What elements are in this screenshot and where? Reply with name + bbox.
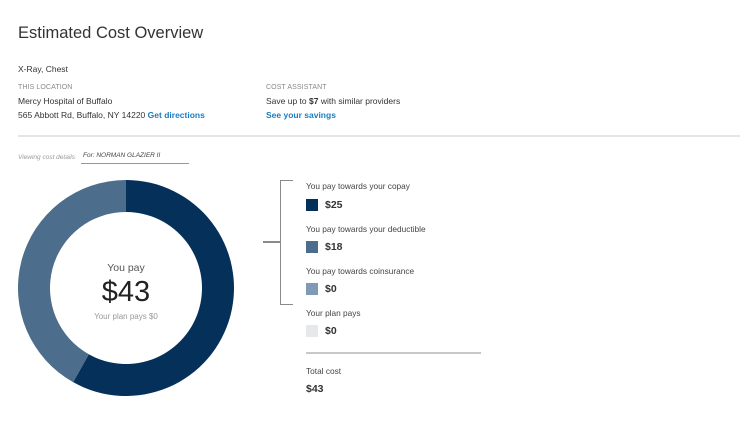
legend-swatch-deductible — [306, 241, 318, 253]
cost-donut-chart — [17, 180, 235, 396]
legend-label-deductible: You pay towards your deductible — [306, 224, 426, 234]
legend-value-deductible: $18 — [325, 241, 343, 253]
savings-text-prefix: Save up to — [266, 96, 307, 106]
donut-center-sublabel: Your plan pays $0 — [94, 312, 158, 321]
total-cost-label: Total cost — [306, 366, 342, 376]
location-name: Mercy Hospital of Buffalo — [18, 96, 113, 106]
see-your-savings-link[interactable]: See your savings — [266, 110, 336, 120]
procedure-name: X-Ray, Chest — [18, 64, 68, 74]
legend-value-copay: $25 — [325, 199, 343, 211]
legend-divider — [306, 352, 481, 354]
donut-center-label: You pay — [107, 262, 145, 274]
legend-swatch-plan — [306, 325, 318, 337]
donut-segment-deductible — [17, 180, 127, 383]
legend-label-copay: You pay towards your copay — [306, 181, 410, 191]
legend-label-plan: Your plan pays — [306, 308, 361, 318]
you-pay-bracket — [280, 180, 293, 305]
donut-segment-copay — [73, 180, 235, 396]
total-cost-value: $43 — [306, 383, 324, 395]
savings-text-suffix: with similar providers — [320, 96, 401, 106]
section-divider — [18, 135, 740, 137]
location-label: THIS LOCATION — [18, 84, 73, 91]
legend-swatch-coinsurance — [306, 283, 318, 295]
viewing-label: Viewing cost details — [18, 154, 75, 161]
get-directions-link[interactable]: Get directions — [147, 110, 205, 120]
legend-swatch-copay — [306, 199, 318, 211]
donut-center-value: $43 — [101, 276, 151, 308]
page-title: Estimated Cost Overview — [18, 24, 204, 42]
bracket-stem — [263, 241, 281, 243]
legend-label-coinsurance: You pay towards coinsurance — [306, 266, 415, 276]
legend-value-coinsurance: $0 — [325, 283, 337, 295]
cost-assistant-text: Save up to $7 with similar providers — [266, 96, 400, 106]
location-address: 565 Abbott Rd, Buffalo, NY 14220 — [18, 110, 146, 120]
location-address-row: 565 Abbott Rd, Buffalo, NY 14220 Get dir… — [18, 110, 205, 120]
legend-value-plan: $0 — [325, 325, 337, 337]
cost-assistant-label: COST ASSISTANT — [266, 84, 327, 91]
savings-amount: $7 — [309, 96, 319, 106]
member-selector[interactable]: For: NORMAN GLAZIER II — [81, 152, 189, 164]
